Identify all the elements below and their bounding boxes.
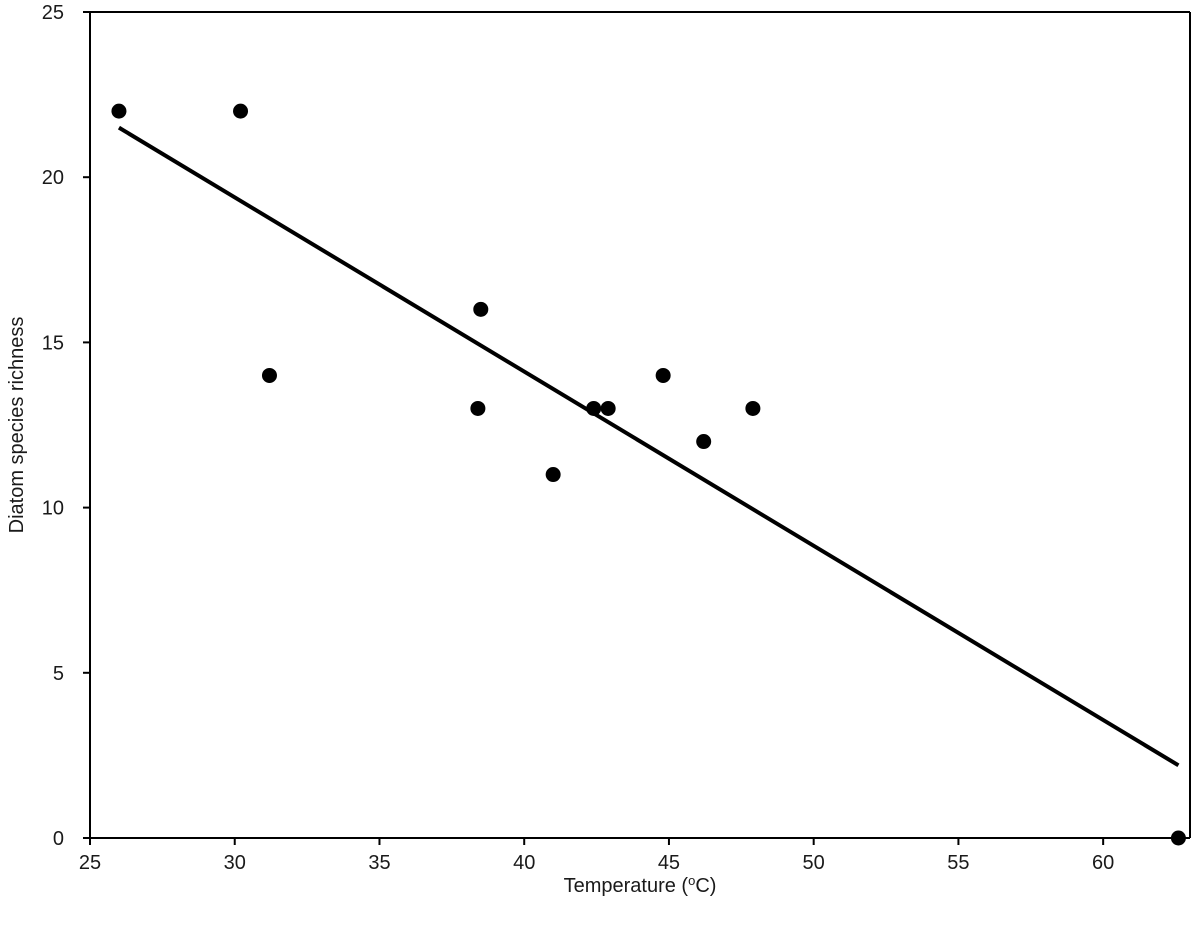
x-tick-label: 60 <box>1092 852 1114 874</box>
data-point <box>745 400 761 416</box>
x-tick-label: 50 <box>803 852 825 874</box>
x-tick-label: 40 <box>513 852 535 874</box>
x-tick-label: 55 <box>947 852 969 874</box>
y-tick-label: 15 <box>42 332 64 354</box>
data-point <box>586 400 602 416</box>
x-axis-label-suffix: C) <box>695 875 716 897</box>
x-axis-label-main: Temperature ( <box>564 875 689 897</box>
y-tick-label: 25 <box>42 2 64 24</box>
data-point <box>696 434 712 450</box>
y-tick-label: 0 <box>53 828 64 850</box>
x-axis-label: Temperature (oC) <box>564 873 717 898</box>
x-axis-ticks: 25 30 35 40 45 50 55 60 <box>79 838 1114 874</box>
axes <box>89 11 1191 839</box>
x-tick-label: 35 <box>368 852 390 874</box>
data-point <box>655 367 671 383</box>
data-point <box>470 400 486 416</box>
data-points <box>111 103 1186 846</box>
x-axis-label-superscript: o <box>688 873 695 888</box>
y-axis-label: Diatom species richness <box>6 317 28 534</box>
data-point <box>111 103 127 119</box>
y-tick-label: 10 <box>42 498 64 520</box>
x-tick-label: 25 <box>79 852 101 874</box>
data-point <box>545 467 561 483</box>
data-point <box>473 301 489 317</box>
x-tick-label: 45 <box>658 852 680 874</box>
y-tick-label: 5 <box>53 663 64 685</box>
trendline-group <box>117 125 1180 768</box>
y-tick-label: 20 <box>42 167 64 189</box>
data-point <box>1170 830 1186 846</box>
data-point <box>233 103 249 119</box>
data-point <box>600 400 616 416</box>
data-point <box>261 367 277 383</box>
y-axis-ticks: 0 5 10 15 20 25 <box>42 2 90 850</box>
x-tick-label: 30 <box>224 852 246 874</box>
trendline <box>117 125 1180 768</box>
